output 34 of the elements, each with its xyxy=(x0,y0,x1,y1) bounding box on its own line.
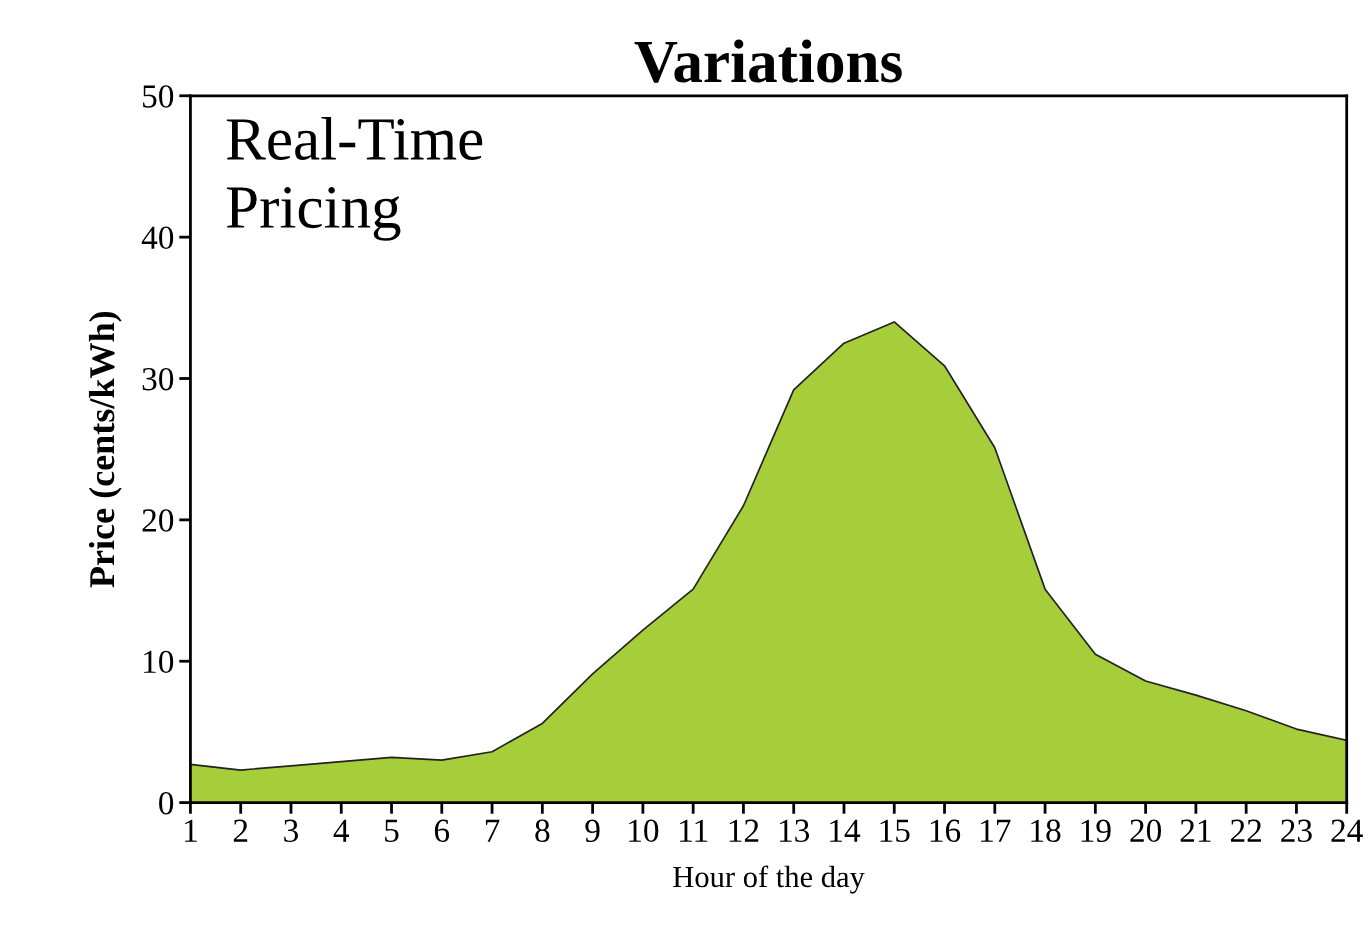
x-tick-label: 16 xyxy=(930,819,961,843)
x-tick-label: 17 xyxy=(981,819,1011,842)
x-tick-label: 15 xyxy=(880,819,910,843)
x-tick-label: 9 xyxy=(585,819,600,843)
x-tick-label: 11 xyxy=(680,819,708,842)
x-tick-label: 3 xyxy=(284,819,299,843)
x-tick-label: 20 xyxy=(1130,819,1162,843)
y-tick-label: 50 xyxy=(143,85,174,108)
x-tick-label: 1 xyxy=(185,819,197,842)
x-tick-label: 24 xyxy=(1331,819,1363,842)
x-tick-label: 4 xyxy=(333,819,350,842)
annotation: Real-Time Pricing xyxy=(226,116,483,241)
x-tick-label: 23 xyxy=(1281,819,1312,843)
x-tick-label: 12 xyxy=(729,819,759,842)
x-tick-label: 2 xyxy=(233,819,248,842)
x-tick-label: 8 xyxy=(535,819,550,843)
x-tick-label: 14 xyxy=(830,819,861,842)
x-tick-label: 5 xyxy=(385,819,399,843)
x-axis-title: Hour of the day xyxy=(673,865,865,894)
y-tick-label: 10 xyxy=(144,650,174,674)
x-tick-label: 6 xyxy=(434,819,450,843)
x-tick-label: 21 xyxy=(1180,819,1211,842)
x-tick-label: 10 xyxy=(629,819,659,843)
x-tick-label: 7 xyxy=(485,819,500,842)
y-tick-label: 0 xyxy=(159,791,174,815)
chart-title: Variations xyxy=(634,39,902,83)
x-tick-label: 13 xyxy=(779,819,810,843)
y-axis-title: Price (cents/kWh) xyxy=(88,311,122,588)
y-tick-label: 30 xyxy=(142,367,174,391)
x-tick-label: 18 xyxy=(1031,819,1061,843)
y-tick-label: 40 xyxy=(141,226,174,250)
x-tick-label: 22 xyxy=(1230,819,1261,842)
x-tick-label: 19 xyxy=(1081,819,1111,843)
y-tick-label: 20 xyxy=(142,509,174,532)
